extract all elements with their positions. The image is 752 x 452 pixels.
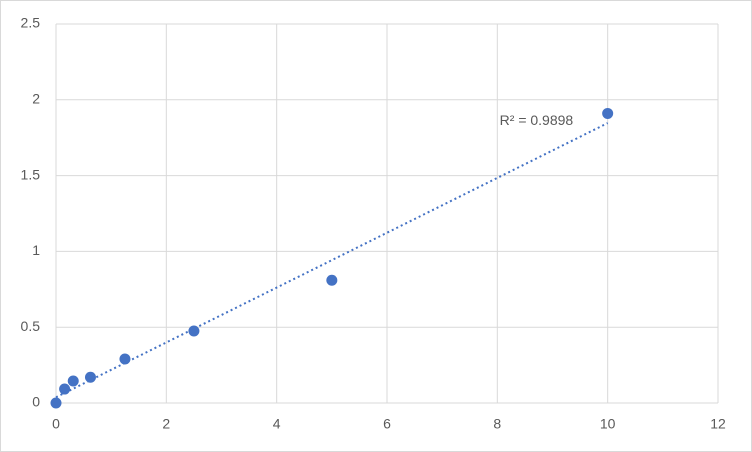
y-tick-label: 0.5 — [21, 318, 41, 334]
x-tick-label: 6 — [383, 416, 391, 432]
y-tick-label: 2.5 — [21, 15, 41, 31]
point — [84, 371, 96, 383]
point — [188, 325, 200, 337]
x-tick-label: 2 — [162, 416, 170, 432]
point — [119, 353, 131, 365]
point — [326, 274, 338, 286]
point — [59, 383, 71, 395]
y-tick-label: 2 — [32, 91, 40, 107]
trendline-label: R² = 0.9898 — [500, 112, 574, 128]
y-tick-label: 1 — [32, 242, 40, 258]
x-tick-label: 12 — [710, 416, 726, 432]
point — [602, 107, 614, 119]
y-tick-label: 0 — [32, 394, 40, 410]
x-tick-label: 10 — [600, 416, 616, 432]
point — [50, 397, 62, 409]
point — [67, 375, 79, 387]
y-tick-label: 1.5 — [21, 166, 41, 182]
x-tick-label: 8 — [493, 416, 501, 432]
x-tick-label: 0 — [52, 416, 60, 432]
x-tick-label: 4 — [273, 416, 281, 432]
